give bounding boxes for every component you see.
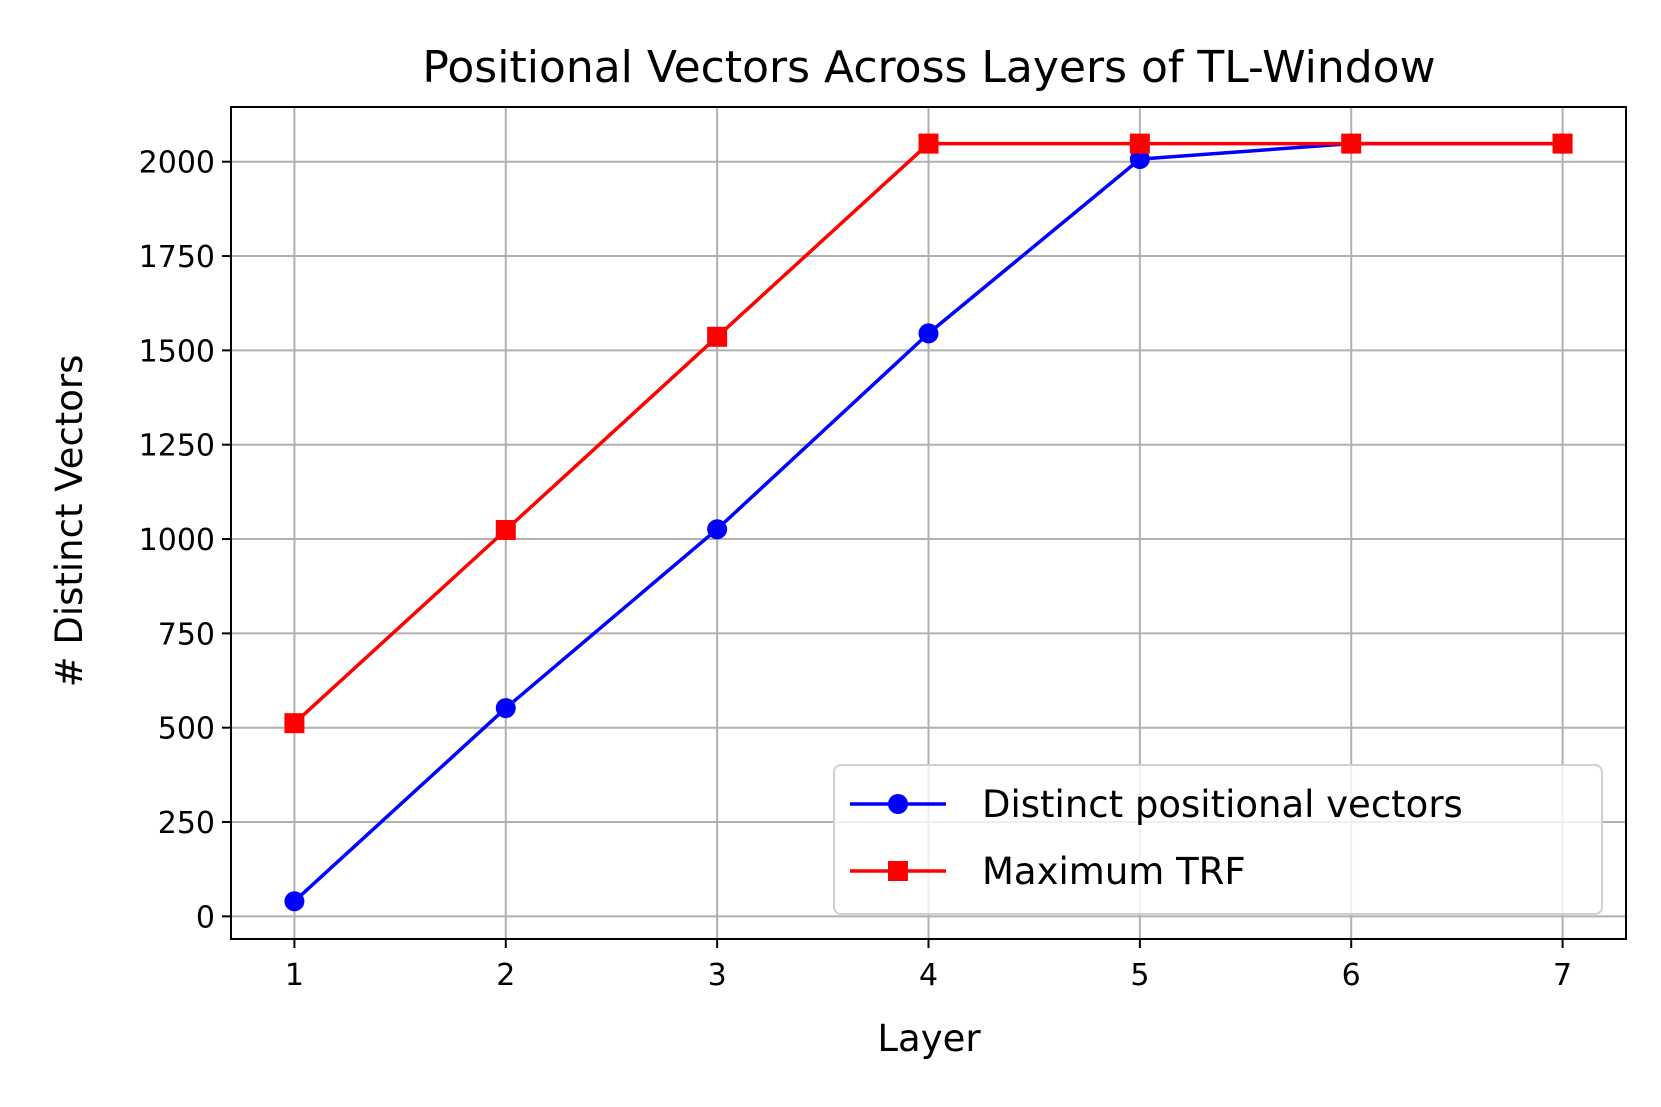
y-tick-label: 500: [158, 712, 215, 747]
data-point-distinct: [918, 323, 939, 344]
x-tick-label: 5: [1130, 958, 1149, 993]
data-point-distinct: [1129, 149, 1150, 170]
y-tick-label: 0: [196, 900, 215, 935]
x-tick-label: 6: [1342, 958, 1361, 993]
data-point-trf: [707, 326, 728, 347]
x-axis-label: Layer: [877, 1017, 981, 1060]
x-tick-label: 3: [708, 958, 727, 993]
data-point-trf: [918, 133, 939, 154]
data-point-trf: [495, 519, 516, 540]
data-point-trf: [1129, 133, 1150, 154]
grid: [231, 107, 1626, 939]
y-tick-label: 1750: [139, 240, 215, 275]
data-point-distinct: [707, 519, 728, 540]
x-tick-label: 7: [1553, 958, 1572, 993]
legend-label-distinct: Distinct positional vectors: [982, 783, 1463, 826]
legend: Distinct positional vectors Maximum TRF: [833, 764, 1603, 915]
data-point-trf: [1341, 133, 1362, 154]
y-tick-label: 1250: [139, 429, 215, 464]
y-axis-label: # Distinct Vectors: [48, 355, 91, 688]
y-tick-label: 2000: [139, 146, 215, 181]
legend-marker-trf: [888, 861, 908, 881]
x-tick-label: 1: [285, 958, 304, 993]
chart-title: Positional Vectors Across Layers of TL-W…: [422, 42, 1435, 93]
data-point-distinct: [284, 891, 305, 912]
data-point-distinct: [495, 698, 516, 719]
series-lines: [284, 133, 1573, 912]
data-point-trf: [284, 713, 305, 734]
axis-ticks: 1 2 3 4 5 6 7 0 250 500 750 1000 1250 1500 1750 2000: [139, 146, 1572, 993]
x-tick-label: 2: [496, 958, 515, 993]
legend-box: [833, 764, 1603, 915]
y-tick-label: 250: [158, 806, 215, 841]
y-tick-label: 750: [158, 617, 215, 652]
y-tick-label: 1500: [139, 334, 215, 369]
legend-label-trf: Maximum TRF: [982, 850, 1246, 893]
y-tick-label: 1000: [139, 523, 215, 558]
data-point-trf: [1552, 133, 1573, 154]
x-tick-label: 4: [919, 958, 938, 993]
legend-marker-distinct: [888, 794, 908, 814]
